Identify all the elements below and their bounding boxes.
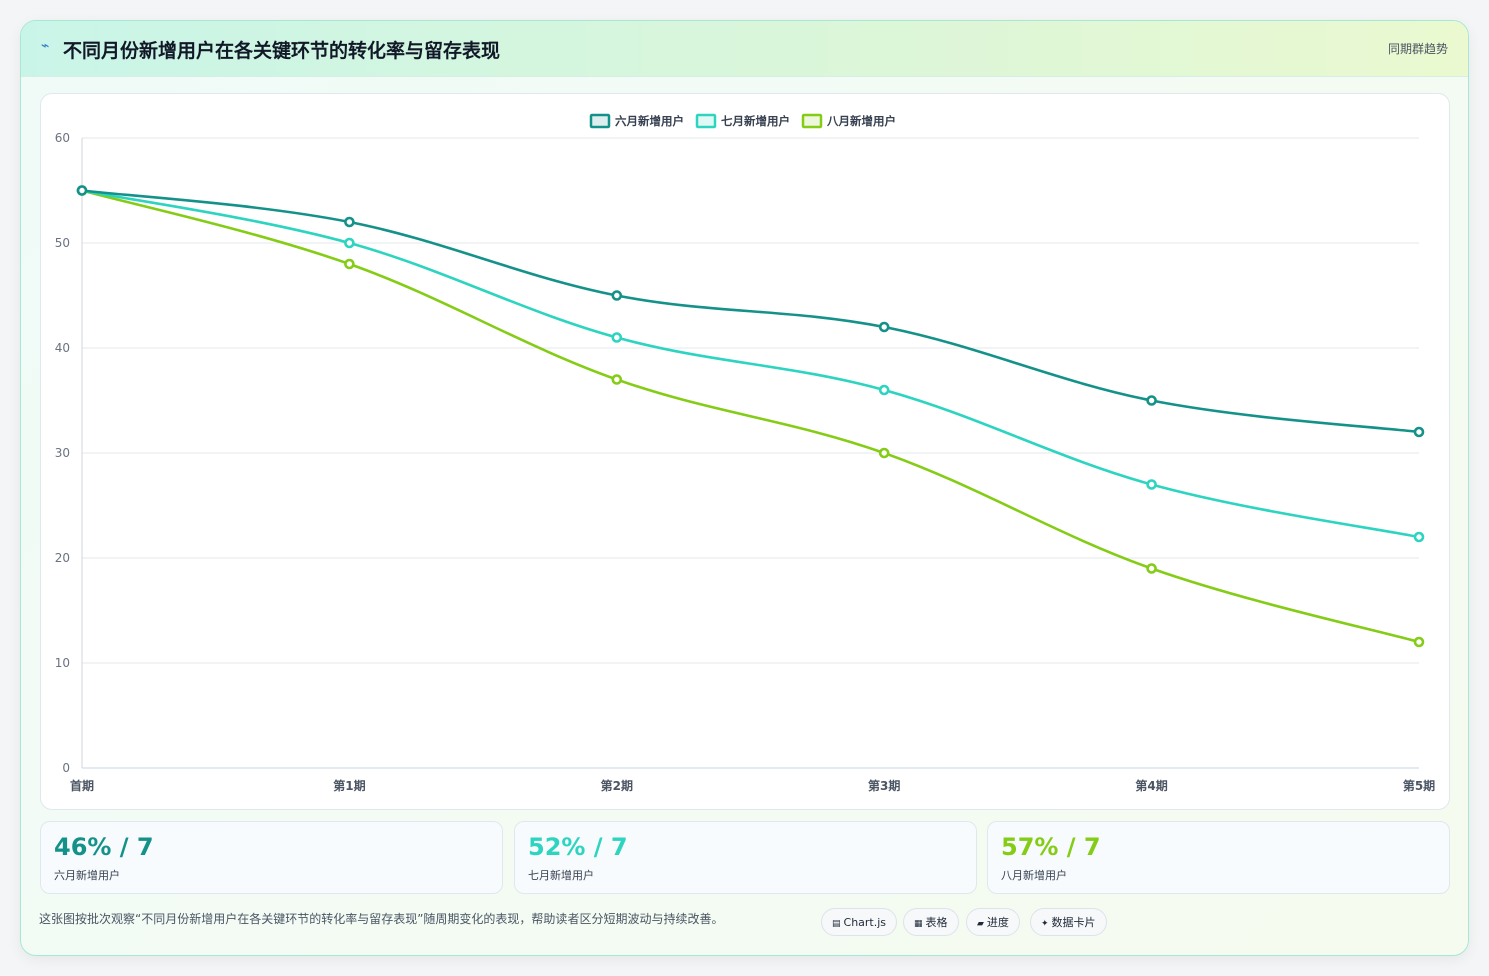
data-point [1413, 531, 1425, 543]
y-tick-label: 60 [55, 131, 70, 145]
chip-label: 表格 [925, 916, 948, 929]
y-tick-label: 50 [55, 236, 70, 250]
chip-data-card[interactable]: ✦ 数据卡片 [1030, 908, 1107, 936]
x-tick-label: 第1期 [333, 778, 365, 793]
chip-label: 进度 [986, 916, 1009, 929]
series-line [81, 189, 1420, 434]
legend-swatch [695, 113, 717, 129]
data-point [1146, 563, 1157, 574]
x-tick-label: 第5期 [1403, 778, 1435, 793]
data-point [611, 290, 623, 301]
stat-card-june: 46% / 7 六月新增用户 [40, 821, 503, 894]
stat-value: 46% / 7 [54, 833, 154, 861]
legend-swatch [589, 113, 611, 129]
table-icon: ▦ [914, 919, 923, 929]
data-point [878, 321, 890, 333]
y-tick-label: 20 [55, 551, 70, 565]
data-point [76, 185, 88, 196]
progress-icon: ▰ [977, 919, 984, 929]
chip-chartjs[interactable]: ▤ Chart.js [821, 908, 898, 936]
data-point [1146, 395, 1157, 406]
data-point [1413, 636, 1425, 648]
stat-label: 八月新增用户 [1001, 869, 1067, 882]
stat-value: 52% / 7 [528, 833, 628, 861]
footer-note: 这张图按批次观察“不同月份新增用户在各关键环节的转化率与留存表现”随周期变化的表… [39, 912, 724, 926]
chart-title: 不同月份新增用户在各关键环节的转化率与留存表现 [63, 40, 501, 62]
line-chart: 0 10 20 30 40 50 60 首期 第1期 第2期 第3期 第4期 第5期 六月新增用户 七月新增… [55, 113, 1435, 793]
data-point [1413, 426, 1425, 438]
y-tick-label: 0 [62, 761, 70, 775]
data-point [611, 332, 623, 343]
data-point [344, 216, 355, 228]
stat-label: 七月新增用户 [528, 869, 594, 882]
legend-label: 七月新增用户 [721, 114, 790, 128]
data-point [344, 237, 355, 249]
data-point [1146, 479, 1157, 490]
series-line [81, 189, 1420, 644]
y-tick-label: 10 [55, 656, 70, 670]
chart-icon: ▤ [832, 919, 841, 929]
stat-card-august: 57% / 7 八月新增用户 [987, 821, 1450, 894]
legend-label: 八月新增用户 [826, 114, 896, 128]
x-tick-label: 第2期 [601, 778, 633, 793]
stat-label: 六月新增用户 [54, 869, 120, 882]
data-point [611, 374, 623, 385]
header-badge: 同期群趋势 [1387, 42, 1448, 56]
chip-label: 数据卡片 [1051, 916, 1096, 929]
stat-card-july: 52% / 7 七月新增用户 [514, 821, 977, 894]
stat-value: 57% / 7 [1001, 833, 1101, 861]
data-point [878, 447, 890, 459]
chip-progress[interactable]: ▰ 进度 [966, 908, 1020, 936]
dashboard-card: ⌁ 不同月份新增用户在各关键环节的转化率与留存表现 同期群趋势 0 10 20 30 4… [20, 20, 1469, 956]
y-tick-label: 40 [55, 341, 70, 355]
chart-panel: 0 10 20 30 40 50 60 首期 第1期 第2期 第3期 第4期 第5期 六月新增用户 七月新增… [40, 93, 1450, 810]
data-point [344, 258, 355, 270]
legend-swatch [801, 113, 823, 129]
sparkle-icon: ✦ [1041, 919, 1049, 929]
series-line [81, 189, 1420, 539]
x-tick-label: 第4期 [1135, 778, 1167, 793]
card-header: ⌁ 不同月份新增用户在各关键环节的转化率与留存表现 同期群趋势 [21, 21, 1468, 77]
chip-label: Chart.js [843, 916, 887, 929]
chip-table[interactable]: ▦ 表格 [903, 908, 959, 936]
x-tick-label: 首期 [70, 778, 94, 793]
data-point [878, 384, 890, 396]
line-chart-icon: ⌁ [41, 38, 50, 54]
y-tick-label: 30 [55, 446, 70, 460]
legend-label: 六月新增用户 [615, 114, 684, 128]
x-tick-label: 第3期 [868, 778, 900, 793]
